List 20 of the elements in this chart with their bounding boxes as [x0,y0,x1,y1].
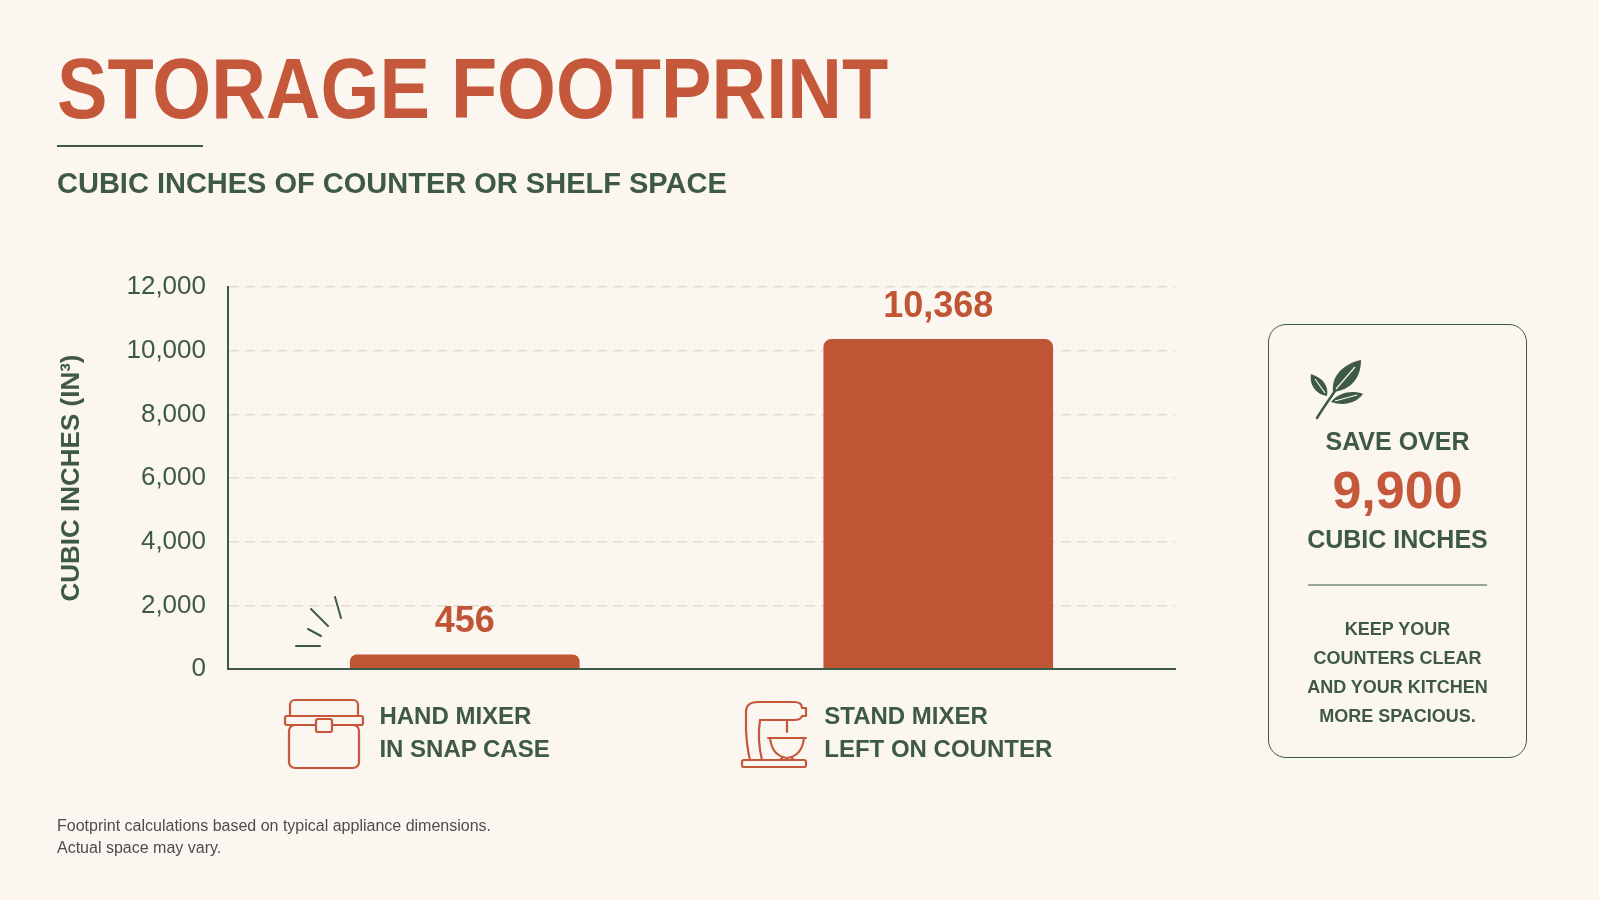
text: SAVE OVER [1325,426,1470,457]
text: Actual space may vary. [57,838,222,858]
y-tick-label: 0 [191,652,206,683]
text: CUBIC INCHES [1307,524,1488,555]
y-tick-label: 12,000 [126,270,206,301]
text: 9,900 [1332,461,1463,519]
y-tick-label: 8,000 [140,397,206,428]
chart-title: STORAGE FOOTPRINT [57,39,889,138]
data-label: 10,368 [883,283,994,325]
y-axis-title: CUBIC INCHES (IN³) [54,354,85,602]
data-label: 456 [434,599,495,641]
text: KEEP YOUR COUNTERS CLEAR AND YOUR KITCHEN MORE SPACIOUS. [1306,617,1489,728]
text: Footprint calculations based on typical appliance dimensions. [57,816,492,836]
y-tick-label: 10,000 [126,333,206,364]
chart-subtitle: CUBIC INCHES OF COUNTER OR SHELF SPACE [57,166,727,201]
y-tick-label: 6,000 [140,461,206,492]
y-tick-label: 4,000 [140,524,206,555]
x-tick-label: STAND MIXER LEFT ON COUNTER [824,701,1053,762]
x-tick-label: HAND MIXER IN SNAP CASE [379,701,550,762]
y-tick-label: 2,000 [140,588,206,619]
